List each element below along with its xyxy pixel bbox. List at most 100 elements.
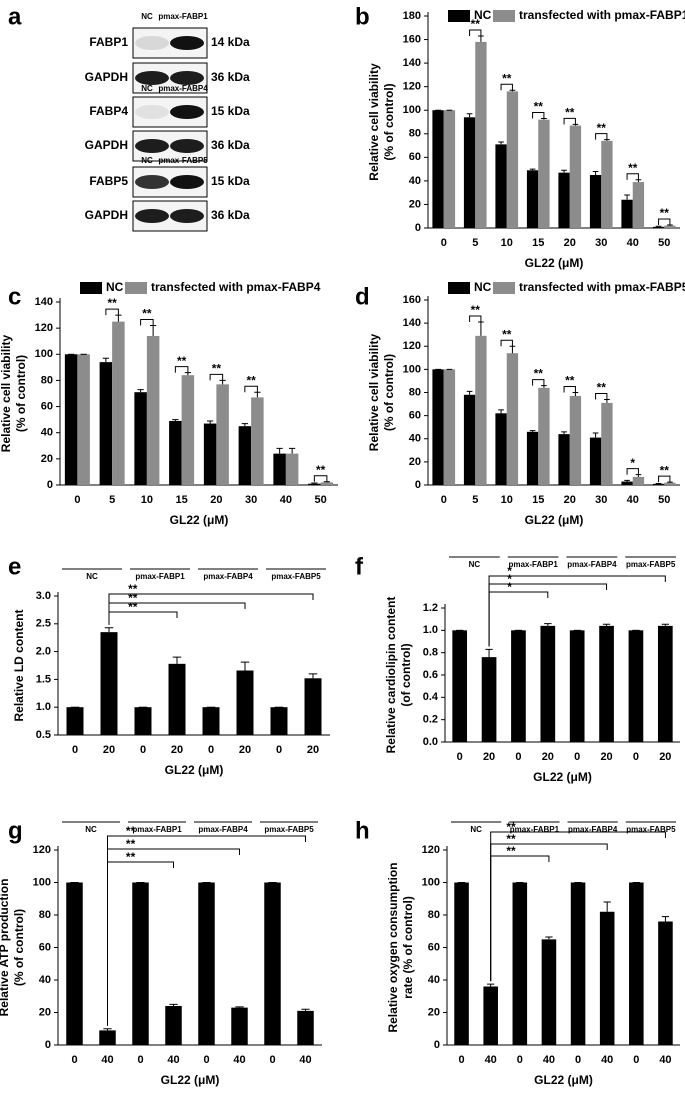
y-tick-label: 60 [409, 410, 421, 422]
y-tick-label: 100 [422, 876, 440, 888]
significance-bracket [626, 173, 639, 180]
x-tick-label: 10 [501, 494, 513, 506]
bar [270, 707, 288, 735]
significance-bracket [532, 379, 545, 386]
error-bar [311, 482, 318, 484]
comparison-label: ** [128, 591, 138, 605]
panel-letter: a [8, 3, 22, 30]
y-tick-label: 80 [409, 386, 421, 398]
group-label: NC [469, 560, 481, 569]
x-tick-label: 20 [483, 751, 495, 763]
legend-label: NC [474, 280, 492, 294]
blot-band [170, 175, 204, 189]
error-bar [498, 409, 504, 414]
error-bar [544, 623, 552, 626]
bar [621, 481, 633, 485]
y-tick-label: 2.0 [36, 646, 51, 658]
error-bar [466, 390, 473, 395]
error-bar [661, 623, 669, 626]
bar [198, 882, 215, 1045]
error-bar [137, 389, 144, 393]
significance-bracket [563, 117, 576, 125]
bar [454, 882, 469, 1045]
error-bar [541, 117, 547, 120]
x-axis-label: GL22 (μM) [161, 1073, 220, 1087]
y-axis-label: Relative cardiolipin content [384, 597, 398, 754]
bar [202, 707, 220, 735]
x-tick-label: 0 [140, 744, 146, 756]
significance-label: ** [246, 373, 256, 387]
bar [540, 625, 556, 742]
y-axis-label: Relative ATP production [0, 879, 11, 1017]
bar [589, 175, 602, 228]
comparison-bracket [107, 848, 240, 1026]
x-tick-label: 5 [472, 494, 478, 506]
x-tick-label: 20 [103, 744, 115, 756]
error-bar [102, 357, 109, 363]
legend-label: NC [474, 8, 492, 22]
bar [100, 632, 118, 735]
error-bar [206, 420, 214, 424]
significance-bracket [174, 366, 189, 373]
significance-label: ** [142, 307, 152, 321]
y-tick-label: 20 [428, 1006, 440, 1018]
x-tick-label: 20 [210, 494, 222, 506]
x-tick-label: 50 [658, 494, 670, 506]
x-tick-label: 0 [74, 494, 80, 506]
x-tick-label: 10 [501, 237, 513, 249]
x-tick-label: 40 [627, 237, 639, 249]
y-tick-label: 0 [415, 479, 421, 491]
panel-letter: b [355, 3, 370, 30]
size-label: 36 kDa [211, 208, 250, 222]
x-tick-label: 0 [457, 751, 463, 763]
significance-label: ** [628, 161, 638, 175]
bar [601, 402, 613, 485]
significance-bracket [500, 339, 513, 347]
x-tick-label: 0 [575, 1054, 581, 1066]
significance-bracket [469, 315, 482, 322]
significance-bracket [563, 386, 576, 393]
bar [251, 397, 264, 485]
bar [475, 335, 487, 485]
error-bar [478, 321, 484, 336]
error-bar [466, 113, 473, 118]
blot-band [170, 36, 204, 50]
blot-band [135, 71, 169, 85]
significance-label: ** [177, 354, 187, 368]
significance-bracket [140, 319, 154, 326]
error-bar [104, 627, 114, 633]
y-tick-label: 80 [409, 128, 421, 140]
comparison-label: ** [126, 850, 136, 864]
error-bar [172, 656, 182, 664]
significance-bracket [658, 218, 671, 226]
comparison-label: ** [128, 582, 138, 596]
bar [512, 882, 528, 1045]
y-axis-label: Relative oxygen consumption [386, 862, 400, 1032]
y-tick-label: 120 [403, 340, 421, 352]
panel-letter: d [355, 283, 370, 310]
y-tick-label: 0 [47, 479, 53, 491]
bar [526, 170, 539, 228]
bar [481, 657, 497, 742]
x-tick-label: 40 [101, 1054, 113, 1066]
bar [570, 882, 586, 1045]
significance-bracket [626, 468, 639, 475]
error-bar [529, 430, 536, 432]
bar [308, 483, 321, 485]
y-tick-label: 180 [403, 10, 421, 22]
y-axis-label: (% of control) [382, 83, 396, 160]
comparison-bracket [108, 611, 178, 625]
group-label: pmax-FABP4 [567, 560, 617, 569]
bar [66, 882, 83, 1045]
x-tick-label: 5 [109, 494, 115, 506]
x-axis-label: GL22 (μM) [170, 513, 229, 527]
y-tick-label: 60 [39, 941, 51, 953]
y-tick-label: 0.8 [423, 647, 438, 659]
bar [463, 394, 476, 485]
x-tick-label: 20 [564, 237, 576, 249]
y-axis-label: (% of control) [14, 355, 28, 432]
lane-label: pmax-FABP4 [158, 84, 208, 93]
panel-letter: f [355, 553, 364, 580]
bar [169, 420, 182, 485]
bar [599, 625, 614, 742]
